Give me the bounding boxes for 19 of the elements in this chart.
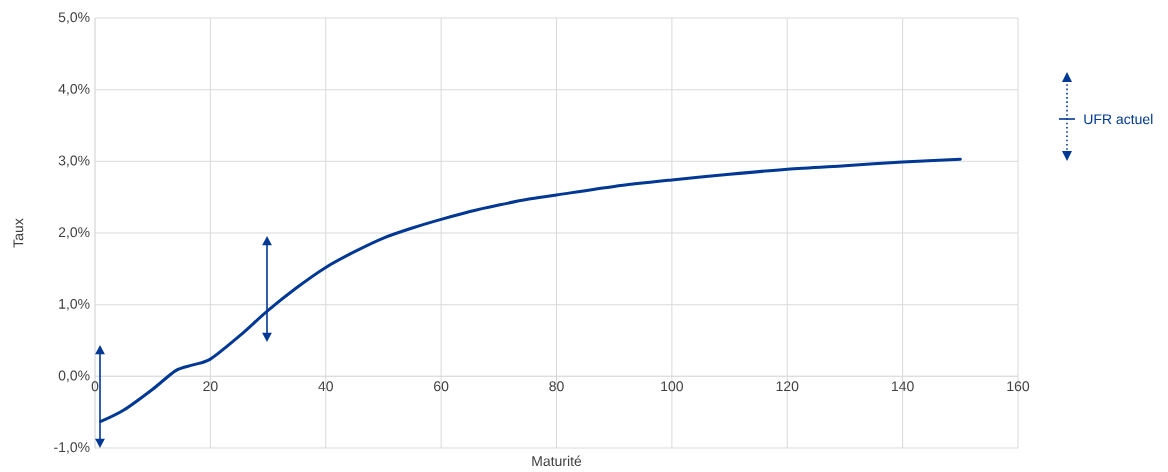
y-tick-label: 0,0% [58,370,90,383]
x-tick-label: 160 [1007,381,1030,392]
x-tick-label: 140 [892,381,914,392]
x-tick-label: 120 [776,381,799,392]
x-tick-label: 40 [318,381,333,392]
y-tick-label: 1,0% [59,298,90,311]
y-tick-label: 5,0% [58,12,90,24]
y-tick-label: 2,0% [58,227,90,239]
x-tick-label: 0 [91,381,99,392]
x-tick-label: 20 [203,381,218,392]
x-axis-title: Maturité [532,455,582,467]
text: UFR actuel [1084,113,1153,125]
y-tick-label: 4,0% [58,83,90,96]
y-axis-title: Taux [13,218,24,248]
x-tick-label: 100 [661,381,683,392]
y-tick-label: 3,0% [58,155,90,168]
y-tick-label: -1,0% [54,442,90,454]
x-tick-label: 60 [434,381,449,392]
x-tick-label: 80 [549,381,564,392]
